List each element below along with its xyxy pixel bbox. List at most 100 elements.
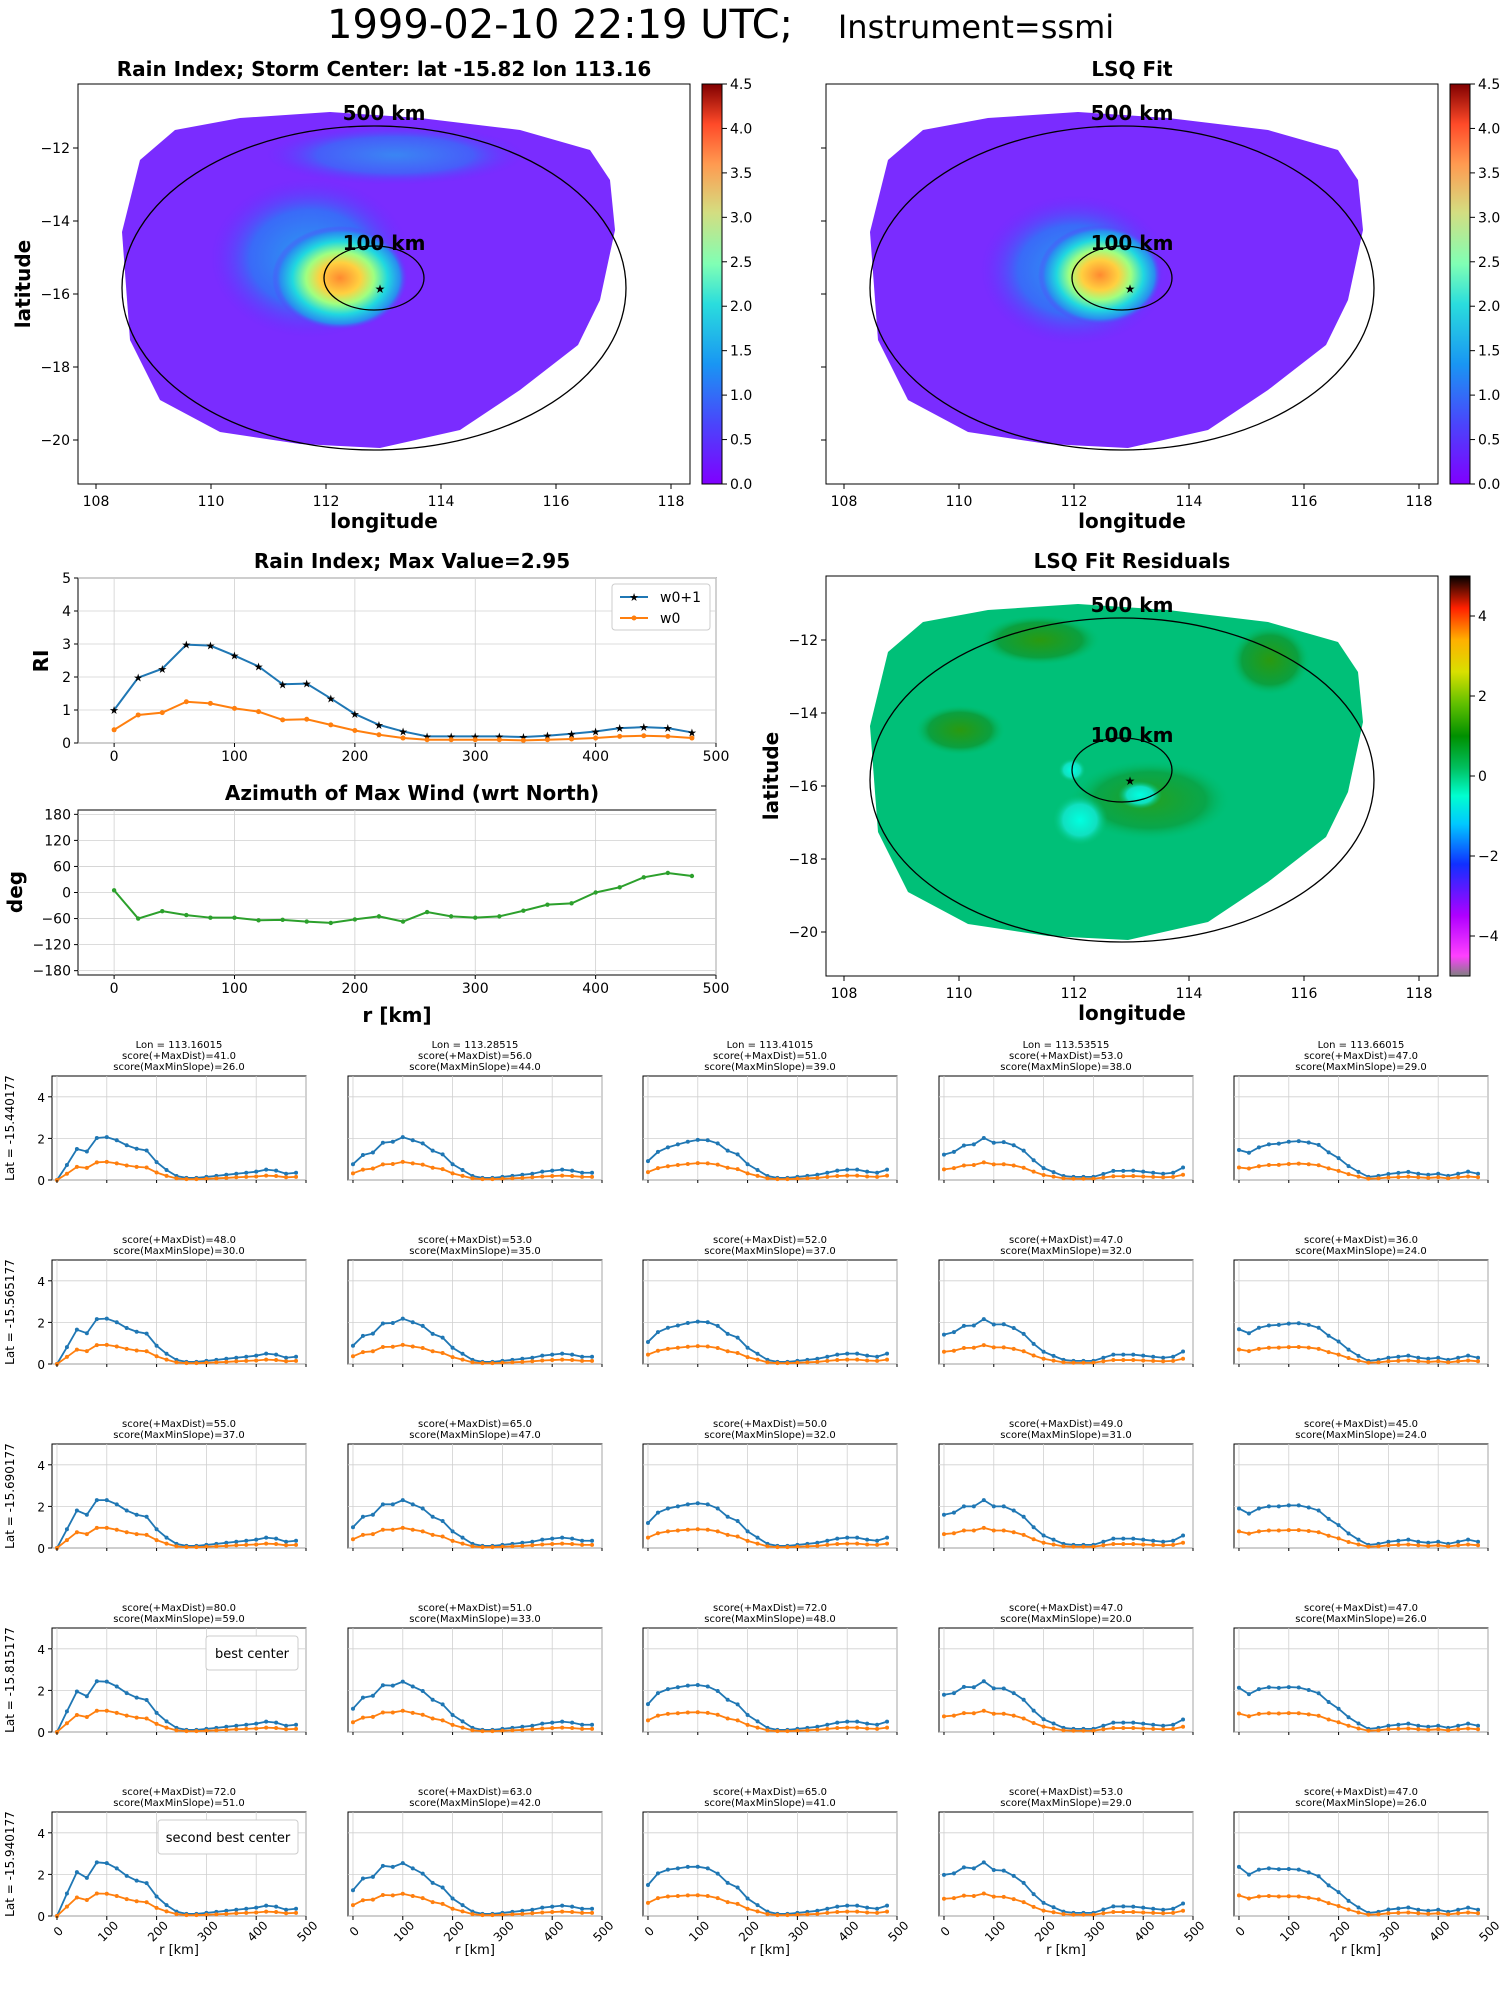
data-point: [745, 1722, 750, 1727]
data-point: ★: [639, 721, 649, 734]
data-point: [530, 1539, 535, 1544]
data-point: [1071, 1360, 1076, 1365]
data-point: [1406, 1169, 1411, 1174]
data-point: [685, 1527, 690, 1532]
data-point: [84, 1715, 89, 1720]
data-point: [294, 1358, 299, 1363]
data-point: [134, 1512, 139, 1517]
rain-index-north-band: [265, 125, 525, 185]
y-tick-label: 2: [37, 1132, 45, 1146]
data-point: [264, 1167, 269, 1172]
data-point: ★: [543, 730, 553, 743]
data-point: [645, 1170, 650, 1175]
data-point: [745, 1712, 750, 1717]
data-point: [1141, 1353, 1146, 1358]
y-tick-label: 4: [37, 1827, 45, 1841]
data-point: [875, 1538, 880, 1543]
data-point: [1446, 1544, 1451, 1549]
data-point: [1151, 1358, 1156, 1363]
data-point: [1121, 1720, 1126, 1725]
subplot-score-maxdist: score(+MaxDist)=63.0: [418, 1787, 532, 1798]
data-point: ★: [350, 708, 360, 721]
data-point: [84, 1694, 89, 1699]
data-point: [274, 1542, 279, 1547]
data-point: [480, 1729, 485, 1734]
data-point: [1101, 1911, 1106, 1916]
data-point: [715, 1345, 720, 1350]
data-point: [675, 1345, 680, 1350]
data-point: [981, 1160, 986, 1165]
data-point: [570, 1168, 575, 1173]
data-point: [294, 1726, 299, 1731]
y-tick-label: 2: [37, 1868, 45, 1882]
data-point: [755, 1909, 760, 1914]
data-point: [1406, 1905, 1411, 1910]
y-tick-label: −20: [40, 433, 70, 449]
data-point: [84, 1897, 89, 1902]
series: [54, 1860, 299, 1918]
data-point: [951, 1348, 956, 1353]
data-point: [1316, 1874, 1321, 1879]
data-point: [400, 1679, 405, 1684]
data-point: [1396, 1542, 1401, 1547]
data-point: [745, 1529, 750, 1534]
score-subplot: score(MaxMinSlope)=32.0score(+MaxDist)=5…: [642, 1419, 898, 1551]
subplot-legend-label: second best center: [166, 1831, 291, 1846]
data-point: [941, 1152, 946, 1157]
data-point: [991, 1322, 996, 1327]
data-point: [1236, 1327, 1241, 1332]
data-point: [550, 1726, 555, 1731]
data-point: [1466, 1910, 1471, 1915]
data-point: ★: [157, 663, 167, 676]
colorbar-tick-label: 2.0: [730, 299, 752, 315]
data-point: [1336, 1706, 1341, 1711]
grid: [1234, 1812, 1489, 1917]
data-point: [350, 1354, 355, 1359]
data-point: [560, 1541, 565, 1546]
data-point: [725, 1697, 730, 1702]
data-point: [294, 1538, 299, 1543]
data-point: [755, 1535, 760, 1540]
data-point: [1236, 1685, 1241, 1690]
data-point: [665, 1687, 670, 1692]
data-point: [520, 1911, 525, 1916]
data-point: [1121, 1168, 1126, 1173]
data-point: [400, 1342, 405, 1347]
data-point: ★: [302, 678, 312, 691]
subplot-score-slope: score(MaxMinSlope)=20.0: [1000, 1614, 1131, 1625]
x-tick-label: 200: [342, 749, 369, 765]
data-point: [981, 1343, 986, 1348]
data-point: [835, 1910, 840, 1915]
data-point: [1101, 1355, 1106, 1360]
ring-100km: [1071, 245, 1173, 311]
data-point: [1121, 1726, 1126, 1731]
data-point: [430, 1165, 435, 1170]
ring-label-100km: 100 km: [1091, 723, 1174, 747]
data-point: [1091, 1728, 1096, 1733]
data-point: [1456, 1543, 1461, 1548]
subplot-frame: [642, 1811, 898, 1917]
grid: [348, 1076, 603, 1181]
y-tick-label: 180: [44, 807, 71, 823]
data-point: [745, 1162, 750, 1167]
figure-title: 1999-02-10 22:19 UTC;: [327, 2, 793, 48]
data-point: [1346, 1539, 1351, 1544]
legend-marker-w0: [631, 615, 637, 621]
data-point: [981, 1860, 986, 1865]
x-tick-label: 116: [1291, 986, 1318, 1002]
data-point: [1031, 1353, 1036, 1358]
data-point: [284, 1723, 289, 1728]
data-point: [655, 1531, 660, 1536]
data-point: [1306, 1322, 1311, 1327]
x-axis-label: r [km]: [1046, 1943, 1086, 1958]
data-point: [420, 1896, 425, 1901]
data-point: [1031, 1904, 1036, 1909]
data-point: [440, 1534, 445, 1539]
data-point: [1306, 1528, 1311, 1533]
data-point: [124, 1897, 129, 1902]
data-point: [655, 1149, 660, 1154]
data-point: [590, 1542, 595, 1547]
data-point: [1446, 1912, 1451, 1917]
series: [350, 1135, 595, 1182]
data-point: [1436, 1723, 1441, 1728]
